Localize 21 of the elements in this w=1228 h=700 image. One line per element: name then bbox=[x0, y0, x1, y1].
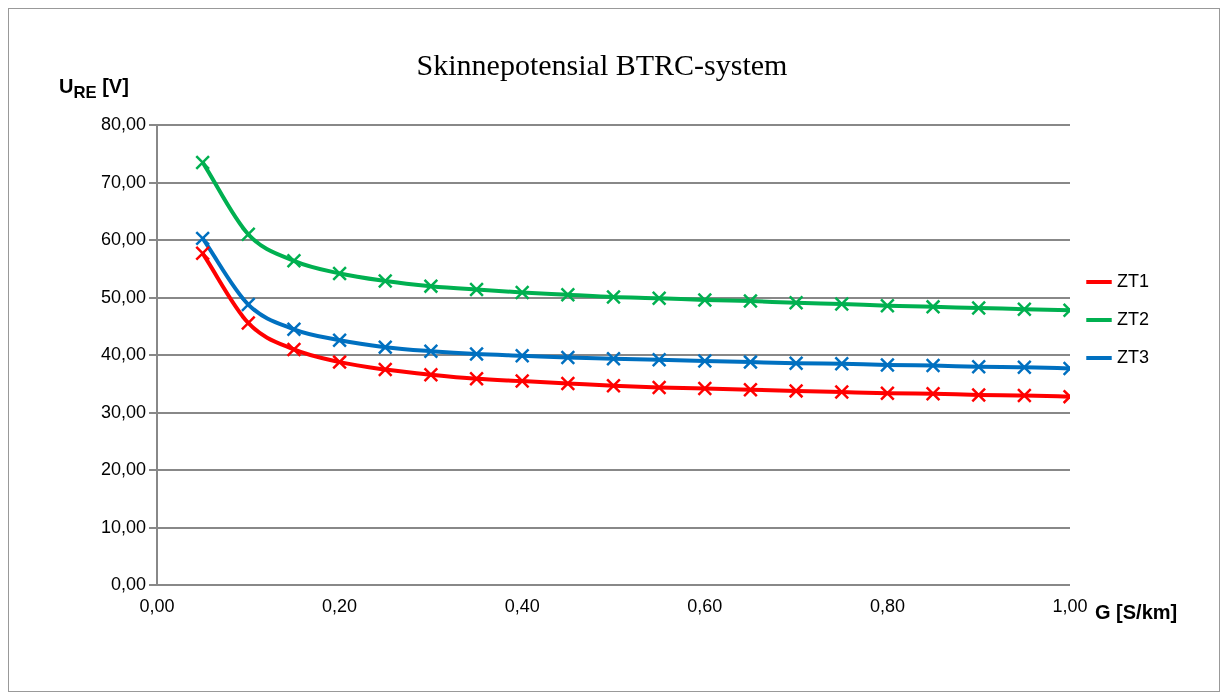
y-tick-label: 40,00 bbox=[100, 344, 146, 365]
y-tick-label: 50,00 bbox=[100, 286, 146, 307]
x-tick-label: 0,60 bbox=[687, 596, 723, 617]
y-tick-label: 80,00 bbox=[100, 113, 146, 134]
y-tick-label: 20,00 bbox=[100, 459, 146, 480]
x-tick-label: 0,40 bbox=[504, 596, 540, 617]
y-tick-label: 30,00 bbox=[100, 401, 146, 422]
y-axis-title: U$_{RE}$ [V] bbox=[59, 75, 129, 103]
x-tick-label: 1,00 bbox=[1052, 596, 1088, 617]
legend-label: ZT2 bbox=[1117, 308, 1150, 329]
y-tick-label: 0,00 bbox=[110, 574, 146, 595]
chart-title: Skinnepotensial BTRC-system bbox=[416, 47, 788, 81]
y-tick-label: 10,00 bbox=[100, 516, 146, 537]
y-tick-label: 60,00 bbox=[100, 229, 146, 250]
legend-label: ZT3 bbox=[1117, 346, 1150, 367]
y-tick-label: 70,00 bbox=[100, 171, 146, 192]
x-tick-label: 0,80 bbox=[869, 596, 905, 617]
x-tick-label: 0,20 bbox=[322, 596, 358, 617]
x-axis-title: G [S/km] bbox=[1095, 600, 1178, 623]
x-tick-label: 0,00 bbox=[139, 596, 175, 617]
legend-label: ZT1 bbox=[1117, 270, 1150, 291]
